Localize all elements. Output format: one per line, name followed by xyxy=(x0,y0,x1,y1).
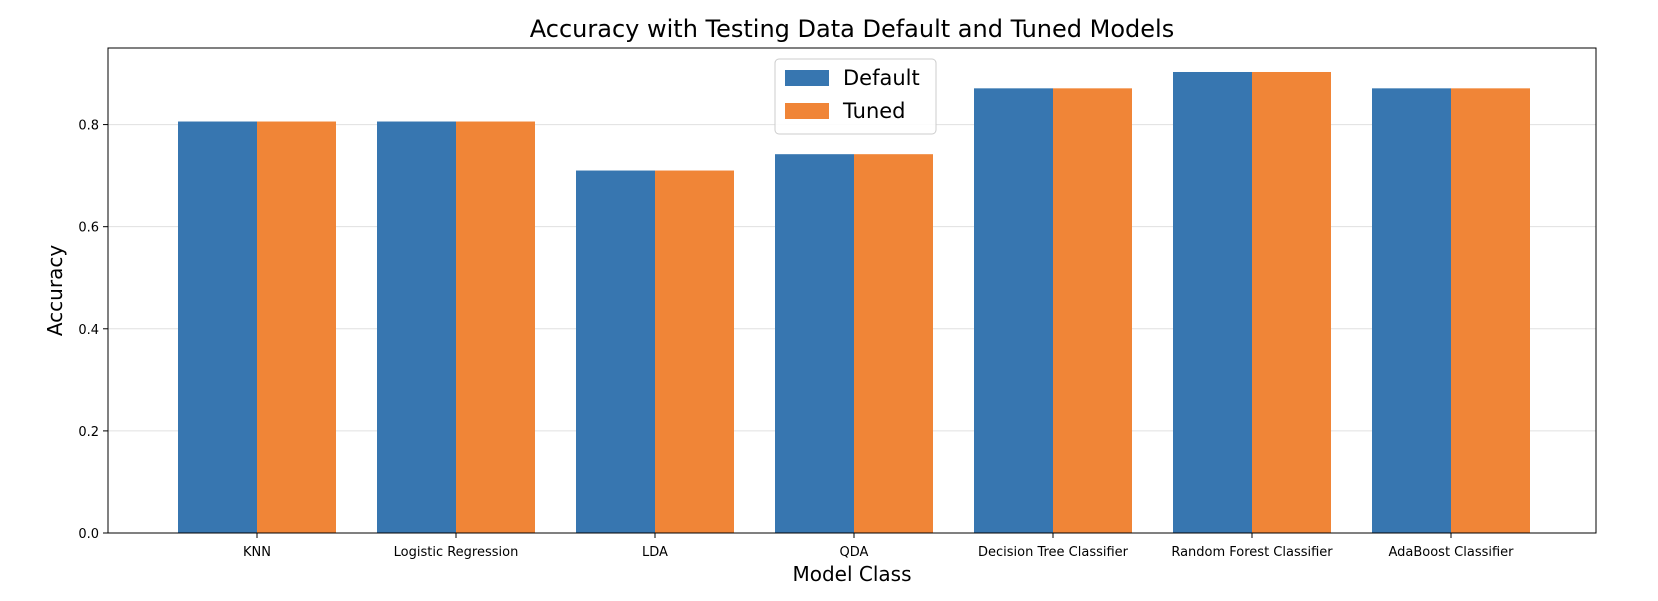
legend-swatch-tuned xyxy=(785,103,829,119)
plot-frame xyxy=(107,47,1597,534)
bar-default-5 xyxy=(1173,71,1252,533)
y-tick-label: 0.4 xyxy=(78,323,99,338)
bar-default-0 xyxy=(178,121,257,533)
bar-tuned-4 xyxy=(1053,88,1132,534)
bar-tuned-1 xyxy=(456,121,535,533)
x-axis-label: Model Class xyxy=(792,562,911,586)
y-tick-label: 0.8 xyxy=(78,119,99,134)
bar-tuned-3 xyxy=(854,154,933,534)
legend-swatch-default xyxy=(785,70,829,86)
y-tick-label: 0.0 xyxy=(78,527,99,542)
legend-label-default: Default xyxy=(843,66,920,90)
x-tick-label: LDA xyxy=(642,545,668,560)
legend: Default Tuned xyxy=(774,58,937,135)
x-tick-label: Logistic Regression xyxy=(394,545,519,560)
bar-default-2 xyxy=(576,170,655,534)
y-axis: 0.0 0.2 0.4 0.6 0.8 xyxy=(78,119,108,542)
legend-label-tuned: Tuned xyxy=(842,99,906,123)
x-axis: KNN Logistic Regression LDA QDA Decision Tre… xyxy=(243,533,1514,560)
bar-tuned-5 xyxy=(1252,71,1331,533)
bar-tuned-2 xyxy=(655,170,734,534)
bar-tuned-0 xyxy=(257,121,336,533)
y-tick-label: 0.2 xyxy=(78,425,99,440)
bar-tuned-6 xyxy=(1451,88,1530,534)
x-tick-label: Decision Tree Classifier xyxy=(978,545,1129,560)
x-tick-label: KNN xyxy=(243,545,271,560)
x-tick-label: QDA xyxy=(840,545,869,560)
y-tick-label: 0.6 xyxy=(78,221,99,236)
x-tick-label: Random Forest Classifier xyxy=(1171,545,1333,560)
chart-title: Accuracy with Testing Data Default and T… xyxy=(530,15,1174,43)
bar-default-4 xyxy=(974,88,1053,534)
bar-default-6 xyxy=(1372,88,1451,534)
bars xyxy=(178,71,1530,534)
y-axis-label: Accuracy xyxy=(43,245,67,336)
x-tick-label: AdaBoost Classifier xyxy=(1388,545,1514,560)
bar-default-1 xyxy=(377,121,456,533)
bar-default-3 xyxy=(775,154,854,534)
